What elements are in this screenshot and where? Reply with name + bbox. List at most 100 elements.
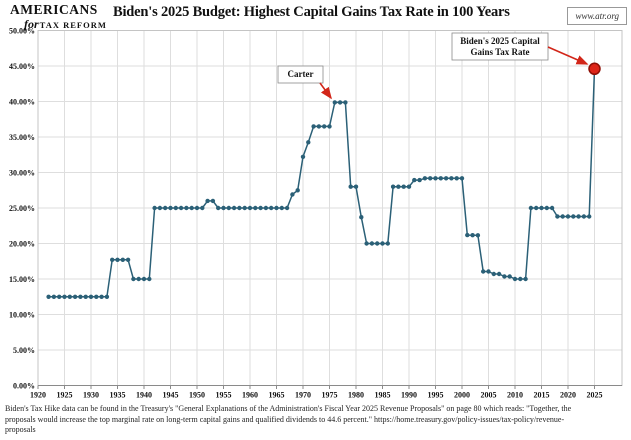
data-point [401, 184, 406, 189]
data-point [486, 269, 491, 274]
y-tick-label: 30.00% [9, 168, 35, 177]
data-point [507, 274, 512, 279]
annotation: Carter [277, 65, 332, 100]
logo-taxreform-text: forTAX REFORM [24, 16, 107, 31]
data-point [571, 214, 576, 219]
y-tick-label: 10.00% [9, 310, 35, 319]
x-tick-label: 1970 [295, 391, 311, 400]
x-tick-label: 2000 [454, 391, 470, 400]
x-tick-label: 1990 [401, 391, 417, 400]
data-point [539, 205, 544, 211]
data-point [364, 241, 369, 246]
x-tick-label: 1940 [136, 391, 152, 400]
annotation-box [277, 65, 324, 84]
data-point [62, 294, 67, 299]
y-tick-label: 35.00% [9, 133, 35, 142]
x-tick-label: 1965 [269, 391, 285, 400]
y-tick-label: 0.00% [13, 381, 35, 390]
x-axis-labels: 1920 1925 1930 1935 1940 1945 1950 1955 1960 1965… [30, 385, 603, 400]
x-tick-label: 1955 [216, 391, 232, 400]
y-tick-label: 40.00% [9, 97, 35, 106]
x-tick-label: 1985 [375, 391, 391, 400]
data-point [237, 205, 242, 211]
data-point [523, 276, 528, 282]
data-point [242, 205, 247, 211]
data-point [269, 205, 274, 211]
x-tick-label: 1935 [110, 391, 126, 400]
data-point [417, 177, 422, 183]
data-point [72, 294, 78, 299]
data-point [481, 269, 486, 274]
data-point [67, 294, 73, 299]
data-point [131, 276, 136, 282]
data-point [581, 214, 587, 219]
y-tick-label: 25.00% [9, 204, 35, 213]
data-point [189, 205, 194, 211]
annotation-text: Carter [288, 69, 314, 79]
data-point [518, 276, 523, 282]
data-point [295, 188, 300, 193]
data-point [587, 214, 592, 219]
data-point [502, 274, 507, 279]
data-point [322, 124, 327, 129]
data-point [565, 214, 571, 219]
data-point [491, 271, 496, 277]
x-tick-label: 1995 [428, 391, 444, 400]
data-point [210, 198, 216, 204]
data-point [300, 154, 306, 159]
data-point [332, 100, 337, 105]
data-point [337, 100, 343, 105]
data-point [549, 205, 555, 211]
data-point [470, 233, 475, 238]
annotation-box [451, 32, 549, 61]
data-point [327, 124, 332, 129]
data-point [141, 276, 147, 282]
data-point [274, 205, 279, 211]
highlight-point-2025 [588, 62, 601, 76]
data-point [178, 205, 184, 211]
x-tick-label: 2015 [534, 391, 550, 400]
data-point [306, 140, 311, 145]
data-point [534, 205, 539, 211]
data-point [560, 214, 565, 219]
data-point [528, 205, 534, 211]
data-point [46, 294, 51, 299]
annotation-text: Gains Tax Rate [470, 47, 529, 57]
data-point [433, 176, 438, 181]
data-point [279, 205, 284, 211]
data-point [115, 257, 120, 262]
data-point [496, 271, 502, 277]
annotation-text: Biden's 2025 Capital [460, 36, 540, 46]
data-point [359, 215, 364, 220]
data-point [51, 294, 57, 299]
y-tick-label: 20.00% [9, 239, 35, 248]
logo-americans-text: AMERICANS [10, 2, 98, 17]
data-point [449, 176, 454, 181]
series-points [46, 100, 592, 299]
data-point [343, 100, 348, 105]
data-point [221, 205, 226, 211]
data-point [125, 257, 131, 262]
page-title: Biden's 2025 Budget: Highest Capital Gai… [113, 4, 510, 20]
data-point [284, 205, 290, 211]
data-point [375, 241, 380, 246]
data-point [194, 205, 200, 211]
x-tick-label: 1925 [57, 391, 73, 400]
data-point [247, 205, 253, 211]
data-point [438, 176, 443, 181]
data-point [136, 276, 141, 282]
data-point [152, 205, 157, 211]
data-point [369, 241, 375, 246]
data-point [454, 176, 459, 181]
footer-line: proposals [5, 425, 36, 434]
x-tick-label: 1980 [348, 391, 364, 400]
data-point [216, 205, 221, 211]
site-url-badge[interactable]: www.atr.org [567, 7, 627, 25]
data-point [311, 124, 316, 129]
data-point [380, 241, 385, 246]
data-point [226, 205, 231, 211]
data-point [512, 276, 518, 282]
data-point [555, 214, 560, 219]
